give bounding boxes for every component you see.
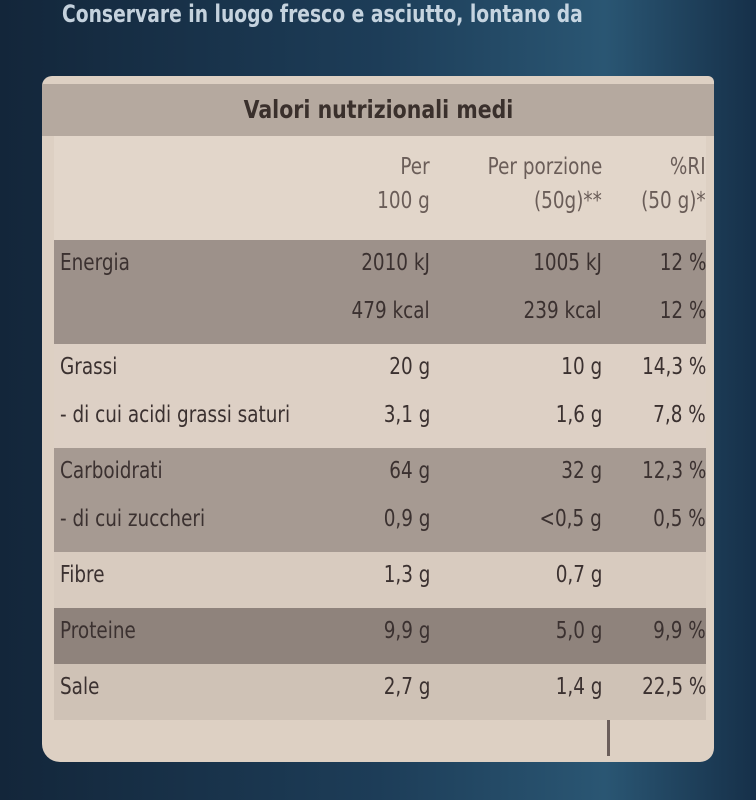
cell-value: 5,0 g (555, 618, 602, 644)
row-label: - di cui acidi grassi saturi (60, 402, 291, 428)
cell-value: 0,5 % (653, 506, 706, 532)
cell-value: 2,7 g (383, 674, 430, 700)
cell-value: 1,4 g (555, 674, 602, 700)
cell-value: 12 % (659, 250, 706, 276)
cell-value: 22,5 % (641, 674, 706, 700)
row-label: Sale (60, 674, 100, 700)
row-group: Energia 2010 kJ 1005 kJ 12 % 479 kcal 239 kca… (54, 240, 706, 344)
cell-value: 2010 kJ (361, 250, 430, 276)
column-header: (50g)** (534, 188, 602, 214)
cell-value: 14,3 % (641, 354, 706, 380)
cell-value: 12,3 % (641, 458, 706, 484)
column-header: (50 g)* (641, 188, 707, 214)
cell-value: 3,1 g (383, 402, 430, 428)
column-header: Per porzione (487, 154, 602, 180)
cell-value: 1005 kJ (533, 250, 602, 276)
row-group: Sale 2,7 g 1,4 g 22,5 % (54, 664, 706, 720)
cell-value: 7,8 % (653, 402, 706, 428)
row-label: - di cui zuccheri (60, 506, 206, 532)
table-title: Valori nutrizionali medi (42, 84, 714, 136)
cell-value: <0,5 g (539, 506, 602, 532)
column-header: 100 g (377, 188, 430, 214)
cell-value: 10 g (561, 354, 602, 380)
column-header: Per (400, 154, 430, 180)
cell-value: 239 kcal (523, 298, 602, 324)
row-label: Carboidrati (60, 458, 163, 484)
cell-value: 12 % (659, 298, 706, 324)
header-band: Per 100 g Per porzione (50g)** %RI (50 g)* (54, 136, 706, 240)
cell-value: 32 g (561, 458, 602, 484)
cell-value: 0,7 g (555, 562, 602, 588)
cell-value: 20 g (389, 354, 430, 380)
cell-value: 479 kcal (351, 298, 430, 324)
cell-value: 9,9 g (383, 618, 430, 644)
title-text: Valori nutrizionali medi (243, 95, 513, 124)
cell-value: 0,9 g (383, 506, 430, 532)
row-group: Proteine 9,9 g 5,0 g 9,9 % (54, 608, 706, 664)
row-label: Proteine (60, 618, 136, 644)
top-text: Conservare in luogo fresco e asciutto, l… (62, 0, 583, 28)
column-header: %RI (670, 154, 706, 180)
cell-value: 1,3 g (383, 562, 430, 588)
row-group: Fibre 1,3 g 0,7 g (54, 552, 706, 608)
row-group: Carboidrati 64 g 32 g 12,3 % - di cui zucche… (54, 448, 706, 552)
row-label: Grassi (60, 354, 118, 380)
cell-value: 64 g (389, 458, 430, 484)
cell-value: 9,9 % (653, 618, 706, 644)
cell-value: 1,6 g (555, 402, 602, 428)
row-group: Grassi 20 g 10 g 14,3 % - di cui acidi grass… (54, 344, 706, 448)
nutrition-label: Valori nutrizionali medi Per 100 g Per por… (42, 76, 714, 762)
row-label: Energia (60, 250, 130, 276)
row-label: Fibre (60, 562, 105, 588)
